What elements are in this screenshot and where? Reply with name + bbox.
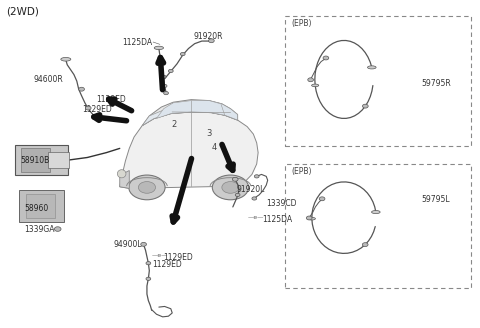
Circle shape [222,182,239,193]
Text: 1339CD: 1339CD [266,199,297,208]
Polygon shape [142,100,238,126]
FancyBboxPatch shape [15,145,68,175]
FancyBboxPatch shape [22,148,50,172]
Ellipse shape [117,170,126,178]
Text: 1129ED: 1129ED [96,95,126,104]
Circle shape [306,216,312,220]
Text: 3: 3 [206,129,212,138]
Text: 1339GA: 1339GA [24,225,55,234]
Circle shape [141,242,146,246]
Circle shape [252,197,257,200]
FancyBboxPatch shape [48,152,69,168]
Polygon shape [120,171,129,188]
Circle shape [254,175,259,178]
Text: 91920L: 91920L [237,185,265,194]
Text: 1125DA: 1125DA [122,37,153,47]
Text: 94600R: 94600R [34,75,63,84]
Text: 4: 4 [211,143,216,152]
Ellipse shape [308,217,315,220]
Circle shape [129,175,165,200]
Ellipse shape [368,66,376,69]
Circle shape [362,243,368,247]
Circle shape [146,261,151,265]
Polygon shape [156,101,192,118]
Text: 59795L: 59795L [421,195,450,204]
Circle shape [138,182,156,193]
Circle shape [79,87,84,91]
Circle shape [308,78,313,82]
Polygon shape [192,101,225,115]
Text: 58910B: 58910B [21,155,50,165]
Circle shape [208,39,214,43]
Text: 59795R: 59795R [421,79,451,88]
Polygon shape [142,102,173,126]
Text: 2: 2 [171,120,177,130]
Polygon shape [209,101,238,120]
Circle shape [161,75,166,78]
Polygon shape [120,112,258,188]
Circle shape [212,175,249,200]
Text: (EPB): (EPB) [291,167,312,176]
Circle shape [235,193,240,196]
FancyBboxPatch shape [19,190,64,222]
Circle shape [232,177,238,181]
Circle shape [168,69,173,72]
Text: (2WD): (2WD) [6,6,39,16]
Text: (EPB): (EPB) [291,19,312,28]
Circle shape [54,227,61,231]
Ellipse shape [372,211,380,214]
Text: —e—: —e— [152,253,168,258]
FancyBboxPatch shape [26,194,55,218]
Text: 1129ED: 1129ED [152,260,181,269]
Circle shape [164,92,168,95]
Circle shape [180,52,185,56]
Bar [285,16,471,146]
Text: 1125DA: 1125DA [263,215,292,224]
Circle shape [146,277,151,280]
Ellipse shape [61,57,71,61]
Ellipse shape [312,84,319,87]
Text: 58960: 58960 [24,204,48,214]
Circle shape [362,104,368,108]
Text: 1129ED: 1129ED [164,253,193,262]
Text: 91920R: 91920R [193,32,223,41]
Bar [285,164,471,288]
Text: —e—: —e— [248,215,264,220]
Text: 1129ED: 1129ED [83,105,112,114]
Circle shape [319,197,325,201]
Circle shape [85,106,91,110]
Circle shape [162,84,167,88]
Ellipse shape [154,46,164,50]
Text: 94900L: 94900L [114,240,142,249]
Circle shape [323,56,329,60]
